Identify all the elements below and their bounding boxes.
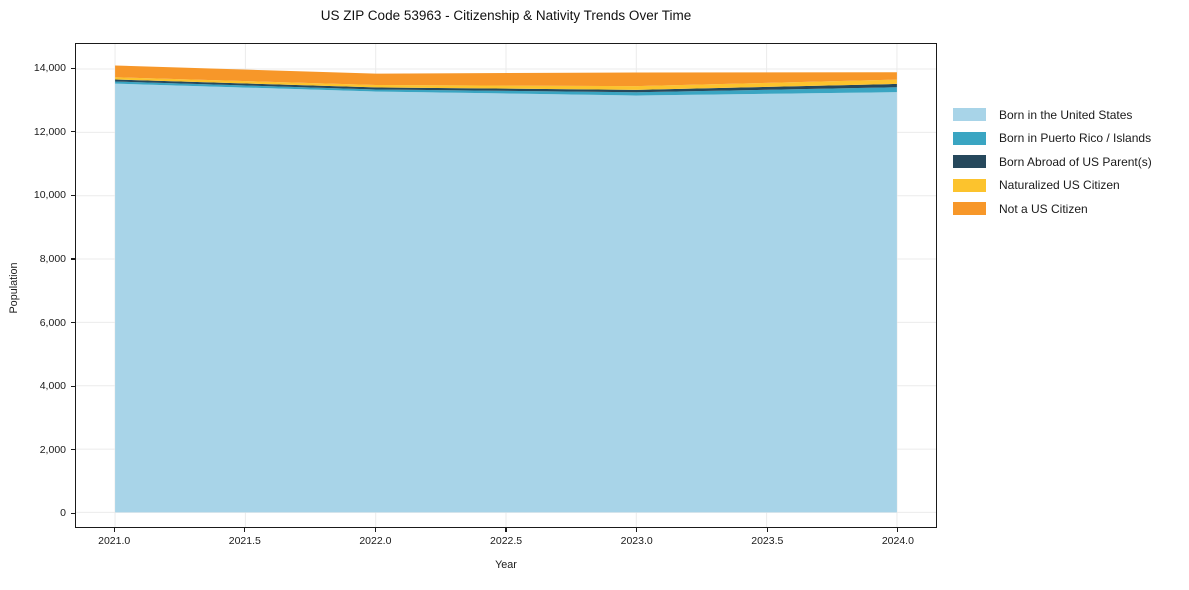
tick-mark	[374, 528, 376, 533]
tick-mark	[70, 449, 75, 451]
legend-item-label: Born in Puerto Rico / Islands	[999, 131, 1152, 146]
legend-swatch	[953, 131, 986, 145]
tick-mark	[897, 528, 899, 533]
legend-swatch	[953, 202, 986, 216]
x-tick-label: 2021.0	[98, 535, 131, 547]
stacked-area-canvas	[76, 44, 936, 527]
tick-mark	[70, 194, 75, 196]
tick-mark	[70, 258, 75, 260]
legend-item-label: Born in the United States	[999, 107, 1133, 122]
tick-mark	[244, 528, 246, 533]
legend-item-label: Naturalized US Citizen	[999, 178, 1120, 193]
legend-swatch	[953, 155, 986, 169]
tick-mark	[766, 528, 768, 533]
area-band	[115, 77, 897, 90]
area-band	[115, 79, 897, 93]
y-axis-label: Population	[8, 262, 20, 314]
y-tick-label: 12,000	[33, 125, 66, 138]
tick-mark	[113, 528, 115, 533]
x-tick-label: 2022.5	[490, 535, 523, 547]
legend-item-label: Not a US Citizen	[999, 201, 1088, 216]
y-tick-label: 4,000	[39, 380, 66, 393]
tick-mark	[70, 131, 75, 133]
area-band	[115, 83, 897, 513]
legend-item: Naturalized US Citizen	[953, 174, 1152, 198]
x-tick-label: 2023.0	[620, 535, 653, 547]
legend-item: Born in Puerto Rico / Islands	[953, 127, 1152, 151]
tick-mark	[636, 528, 638, 533]
plot-area	[75, 43, 937, 528]
tick-mark	[70, 385, 75, 387]
y-tick-label: 10,000	[33, 189, 66, 202]
y-tick-label: 2,000	[39, 443, 66, 456]
x-tick-label: 2021.5	[228, 535, 261, 547]
legend-item: Born in the United States	[953, 103, 1152, 127]
tick-mark	[70, 321, 75, 324]
tick-mark	[505, 528, 507, 533]
tick-mark	[70, 67, 75, 69]
tick-mark	[70, 512, 75, 514]
y-tick-label: 8,000	[39, 252, 66, 265]
legend-item: Born Abroad of US Parent(s)	[953, 150, 1152, 174]
area-band	[115, 65, 897, 87]
legend-swatch	[953, 178, 986, 192]
area-band	[115, 81, 897, 96]
legend-swatch	[953, 108, 986, 122]
legend: Born in the United States Born in Puerto…	[953, 103, 1152, 221]
y-tick-label: 6,000	[39, 316, 66, 329]
x-tick-label: 2023.5	[751, 535, 784, 547]
y-tick-label: 14,000	[33, 62, 66, 75]
x-tick-label: 2022.0	[359, 535, 392, 547]
x-tick-label: 2024.0	[881, 535, 914, 547]
chart-title: US ZIP Code 53963 - Citizenship & Nativi…	[320, 8, 692, 23]
legend-item: Not a US Citizen	[953, 197, 1152, 221]
x-axis-label: Year	[495, 559, 517, 571]
legend-item-label: Born Abroad of US Parent(s)	[999, 154, 1152, 169]
y-tick-label: 0	[60, 507, 66, 520]
